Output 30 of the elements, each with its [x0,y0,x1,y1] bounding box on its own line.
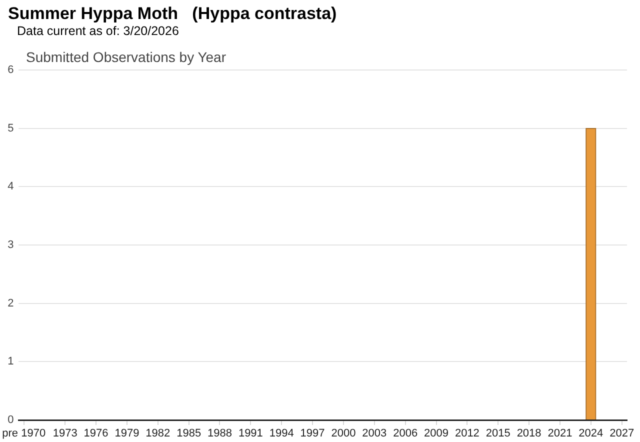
y-tick-label: 6 [8,64,14,76]
x-tick-label: 2009 [424,428,449,440]
x-tick-label: 2000 [331,428,356,440]
text: Submitted Observations by Year [26,49,226,65]
x-tick-label: 1994 [269,428,294,440]
x-tick-label: 2027 [610,428,634,440]
x-tick-label: 2012 [454,428,480,440]
x-tick-label: 1979 [114,428,140,440]
x-tick-label: 1991 [238,428,263,440]
x-tick-label: 1973 [52,428,78,440]
x-tick-label: 2021 [548,428,572,440]
y-tick-label: 5 [8,122,14,134]
x-tick-label: 1997 [300,428,325,440]
x-tick-label: 2003 [362,428,387,440]
x-tick-label: 2024 [578,428,604,440]
chart-title: Summer Hyppa Moth (Hyppa contrasta) [8,4,337,23]
x-tick-label: 1988 [208,428,232,440]
chart-subtitle: Data current as of: 3/20/2026 [17,24,179,38]
x-tick-label: pre 1970 [2,428,46,440]
y-tick-label: 1 [8,356,14,368]
y-tick-label: 0 [8,414,14,426]
x-tick-label: 2006 [393,428,418,440]
x-tick-label: 1982 [146,428,170,440]
x-tick-label: 1976 [84,428,108,440]
y-tick-label: 3 [8,239,14,252]
x-tick-label: 2015 [486,428,510,440]
x-tick-label: 2018 [516,428,542,440]
y-tick-label: 2 [8,297,14,310]
x-tick-label: 1985 [176,428,202,440]
y-tick-label: 4 [8,180,14,193]
